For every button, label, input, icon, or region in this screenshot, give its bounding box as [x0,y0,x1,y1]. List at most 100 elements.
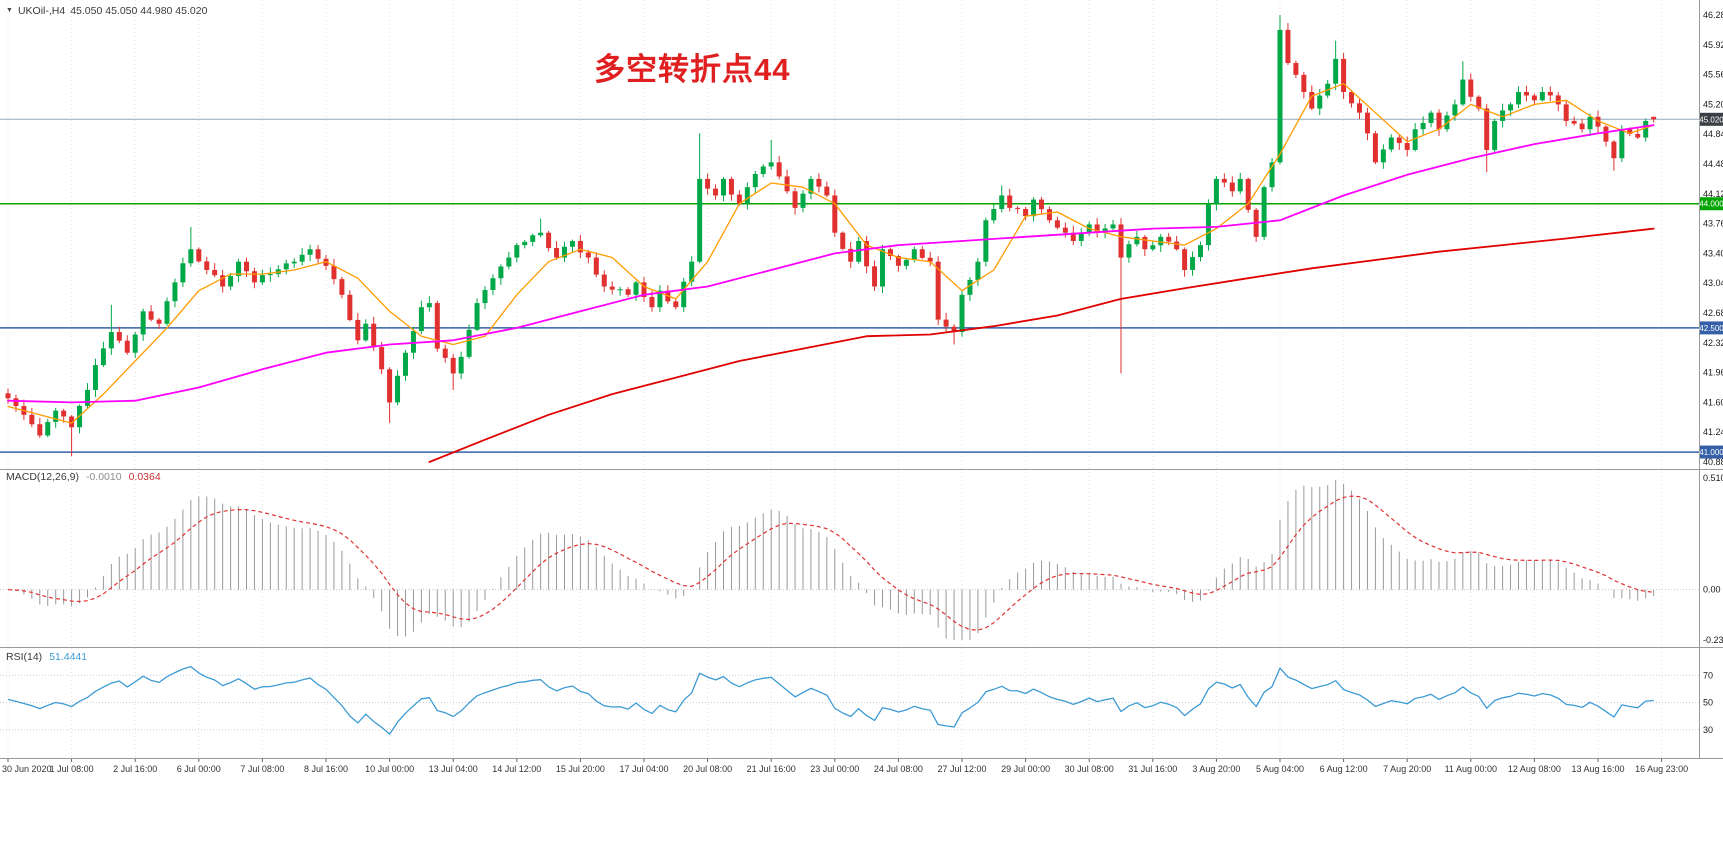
level-41000-label-box [1700,445,1723,459]
candle-body [681,281,687,308]
candle-body [148,311,154,320]
candle-body [880,249,885,287]
candle-body [450,357,456,374]
candle-body [721,178,726,196]
candle-body [728,178,734,195]
candle-body [1190,257,1196,270]
level-44000-label-box [1700,197,1723,211]
candle-body [371,323,377,348]
candle-body [1150,245,1156,250]
candle-body [752,173,758,188]
candle-body [864,240,870,267]
rsi-title: RSI(14) [6,651,43,663]
chart-annotation-text: 多空转折点44 [594,52,791,87]
candle-body [1595,116,1601,127]
candle-body [601,274,607,287]
x-axis-tick-label: 8 Jul 16:00 [304,764,348,774]
price-scale[interactable] [1700,0,1723,758]
candle-body [609,286,615,290]
candle-body [1015,207,1021,209]
y-axis-tick-label: 44.840 [1703,129,1723,139]
candle-body [1388,137,1394,150]
candle-body [299,254,305,262]
collapse-icon[interactable]: ▼ [6,6,13,14]
candle-body [1023,208,1029,217]
candle-body [975,261,981,280]
y-axis-tick-label: 41.600 [1703,397,1723,407]
candle-body [37,424,43,436]
x-axis-tick-label: 2 Jul 16:00 [113,764,157,774]
candle-body [808,178,814,194]
candle-body [792,191,798,208]
macd-main-value: -0.0010 [85,471,122,483]
candle-body [554,248,560,258]
candle-body [522,241,528,246]
candle-body [617,289,623,291]
level-42500-label-box [1700,321,1723,335]
y-axis-tick-label: 41.240 [1703,427,1723,437]
candle-body [506,257,512,267]
macd-scale-label: -0.2303 [1703,635,1723,645]
candle-body [1611,141,1617,159]
candle-body [705,178,711,189]
candle-body [760,166,766,174]
candle-body [657,290,663,308]
rsi-scale-label: 70 [1703,670,1713,680]
candle-body [434,303,440,349]
candle-body [1579,123,1585,130]
candle-body [1563,104,1569,121]
candle-body [1031,199,1037,217]
ohlc-values: 45.050 45.050 44.980 45.020 [70,5,208,17]
candle-body [196,249,202,262]
y-axis-tick-label: 43.400 [1703,248,1723,258]
candle-body [387,369,393,403]
x-axis-tick-label: 24 Jul 08:00 [874,764,923,774]
candle-body [1309,91,1315,109]
candle-body [283,263,289,270]
macd-scale-label: 0.5107 [1703,473,1723,483]
candle-body [1349,91,1355,104]
candle-body [1174,241,1180,250]
candle-body [1380,149,1386,163]
candle-body [673,301,679,308]
candle-body [379,347,385,370]
candle-body [713,188,719,196]
candle-body [1269,162,1275,188]
candle-body [498,266,504,279]
candle-body [5,393,11,399]
candle-body [1539,91,1545,101]
ma-fast-orange-line [7,83,1655,424]
candle-body [466,329,472,357]
candle-body [514,245,520,258]
time-scale[interactable] [0,758,1723,780]
candle-body [1333,58,1339,84]
candle-body [577,240,583,253]
candle-body [355,319,361,341]
x-axis-tick-label: 6 Jul 00:00 [177,764,221,774]
x-axis-tick-label: 13 Aug 16:00 [1571,764,1624,774]
candle-body [1245,178,1251,210]
candle-body [403,352,408,376]
candle-body [1126,244,1132,258]
candle-body [927,257,933,262]
candle-body [1436,112,1442,130]
candle-body [85,389,90,406]
candle-body [530,235,536,242]
candle-body [1508,104,1514,111]
candle-body [1261,187,1267,237]
x-axis-tick-label: 27 Jul 12:00 [937,764,986,774]
candle-body [1364,112,1370,134]
candle-body [1007,195,1013,208]
candle-body [291,261,297,264]
candle-body [736,194,742,204]
candle-body [911,249,917,260]
candle-body [1237,178,1243,192]
candle-body [140,311,146,335]
x-axis-tick-label: 10 Jul 00:00 [365,764,414,774]
candle-body [633,282,639,295]
y-axis-tick-label: 45.200 [1703,99,1723,109]
candle-body [1396,137,1402,143]
x-axis-tick-label: 3 Aug 20:00 [1192,764,1240,774]
candle-body [816,178,822,187]
